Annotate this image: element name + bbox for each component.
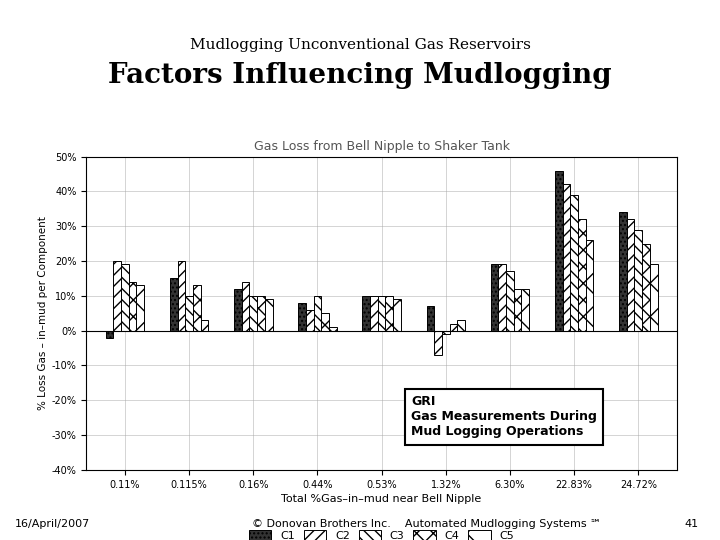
Bar — [370, 296, 378, 330]
X-axis label: Total %Gas–in–mud near Bell Nipple: Total %Gas–in–mud near Bell Nipple — [282, 494, 482, 504]
Title: Gas Loss from Bell Nipple to Shaker Tank: Gas Loss from Bell Nipple to Shaker Tank — [253, 140, 510, 153]
Bar — [170, 279, 178, 330]
Bar — [555, 171, 562, 330]
Bar — [249, 296, 257, 330]
Bar — [514, 289, 521, 330]
Bar — [306, 310, 314, 330]
Bar — [106, 330, 113, 338]
Bar — [178, 261, 185, 330]
Bar — [498, 265, 506, 330]
Bar — [506, 272, 514, 330]
Bar — [434, 330, 442, 355]
Y-axis label: % Loss Gas – in–mud per Component: % Loss Gas – in–mud per Component — [37, 216, 48, 410]
Bar — [642, 244, 650, 330]
Legend: C1, C2, C3, C4, C5: C1, C2, C3, C4, C5 — [245, 526, 518, 540]
Bar — [298, 303, 306, 330]
Bar — [393, 299, 401, 330]
Bar — [634, 230, 642, 330]
Bar — [201, 320, 208, 330]
Bar — [562, 185, 570, 330]
Text: GRI
Gas Measurements During
Mud Logging Operations: GRI Gas Measurements During Mud Logging … — [411, 395, 597, 438]
Bar — [265, 299, 272, 330]
Bar — [619, 212, 626, 330]
Bar — [585, 240, 593, 330]
Bar — [329, 327, 337, 330]
Bar — [457, 320, 465, 330]
Bar — [449, 323, 457, 330]
Bar — [362, 296, 370, 330]
Bar — [321, 313, 329, 330]
Text: Mudlogging Unconventional Gas Reservoirs: Mudlogging Unconventional Gas Reservoirs — [189, 38, 531, 52]
Bar — [314, 296, 321, 330]
Bar — [242, 282, 249, 330]
Bar — [137, 285, 144, 330]
Bar — [129, 282, 137, 330]
Bar — [426, 306, 434, 330]
Text: © Donovan Brothers Inc.    Automated Mudlogging Systems ℠: © Donovan Brothers Inc. Automated Mudlog… — [252, 519, 601, 529]
Bar — [378, 296, 385, 330]
Bar — [570, 195, 578, 330]
Bar — [385, 296, 393, 330]
Bar — [257, 296, 265, 330]
Text: 16/April/2007: 16/April/2007 — [14, 519, 90, 529]
Text: 41: 41 — [684, 519, 698, 529]
Bar — [121, 265, 129, 330]
Bar — [234, 289, 242, 330]
Bar — [578, 219, 585, 330]
Bar — [442, 330, 449, 334]
Bar — [193, 285, 201, 330]
Bar — [113, 261, 121, 330]
Bar — [185, 296, 193, 330]
Bar — [521, 289, 529, 330]
Bar — [626, 219, 634, 330]
Text: Factors Influencing Mudlogging: Factors Influencing Mudlogging — [108, 62, 612, 89]
Bar — [491, 265, 498, 330]
Bar — [650, 265, 657, 330]
